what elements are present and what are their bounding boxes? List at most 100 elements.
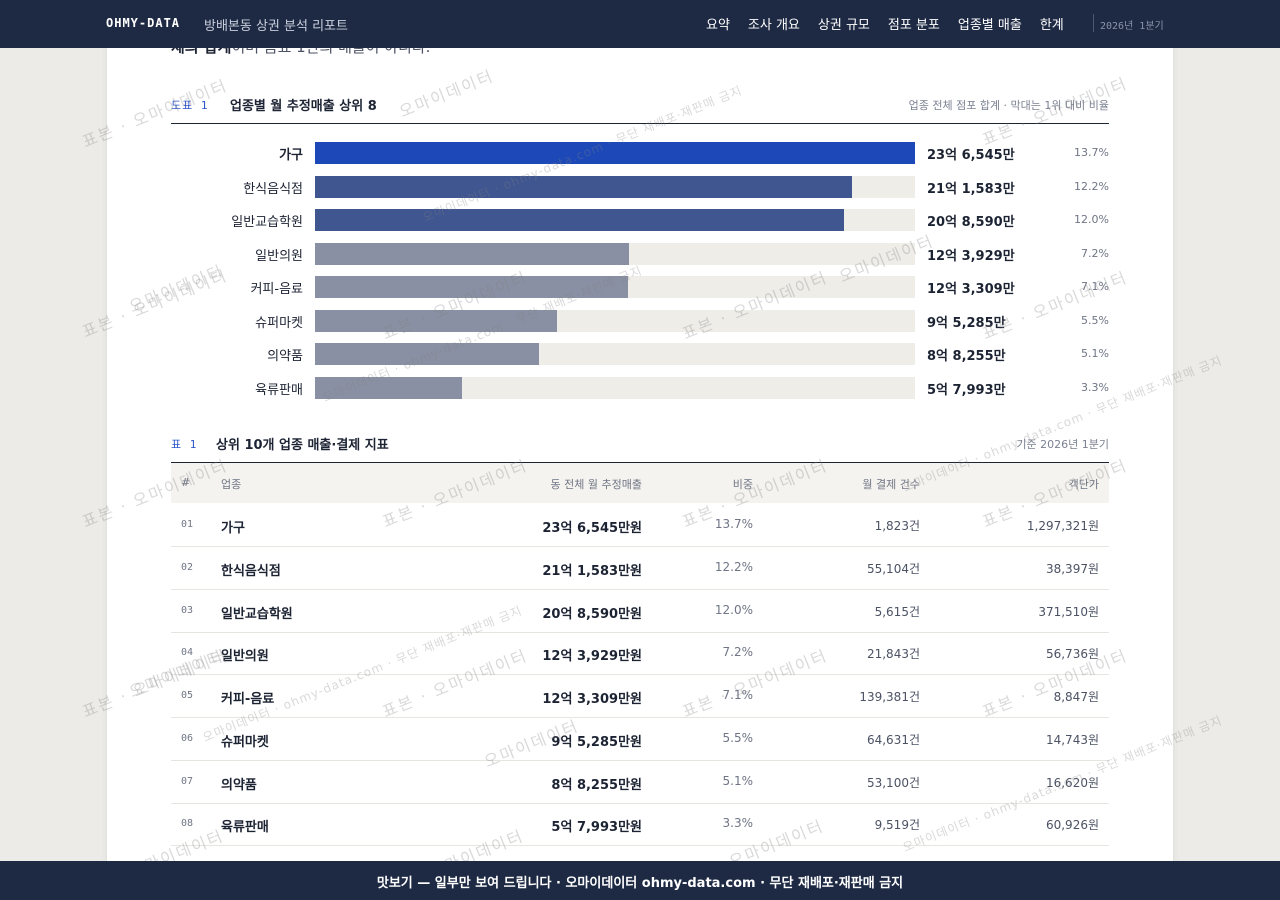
table-row[interactable]: 03 일반교습학원 20억 8,590만원 12.0% 5,615건 371,510원 — [171, 590, 1109, 633]
quarter-label: 2026년 1분기 — [1100, 21, 1164, 32]
table-row[interactable]: 05 커피-음료 12억 3,309만원 7.1% 139,381건 8,847원 — [171, 675, 1109, 718]
bar-category-label: 일반교습학원 — [231, 215, 303, 230]
bar-track — [315, 343, 915, 365]
rank-cell: 06 — [181, 733, 194, 744]
bar-track — [315, 310, 915, 332]
avg-ticket-cell: 8,847원 — [1053, 690, 1099, 704]
bar-row: 슈퍼마켓 9억 5,285만 5.5% — [171, 310, 1109, 332]
bar-track — [315, 176, 915, 198]
bar — [315, 343, 539, 365]
sales-cell: 12억 3,309만원 — [542, 692, 642, 707]
column-industry: 업종 — [221, 478, 242, 491]
bar-track — [315, 377, 915, 399]
industry-cell: 일반의원 — [221, 649, 269, 664]
rank-cell: 03 — [181, 605, 194, 616]
transactions-cell: 53,100건 — [866, 776, 920, 790]
top-nav-bar: OHMY-DATA 방배본동 상권 분석 리포트 요약 조사 개요 상권 규모 … — [0, 0, 1280, 48]
share-cell: 12.0% — [714, 603, 753, 617]
bar-row: 커피-음료 12억 3,309만 7.1% — [171, 276, 1109, 298]
table-title: 상위 10개 업종 매출·결제 지표 — [216, 438, 389, 453]
bar-row: 한식음식점 21억 1,583만 12.2% — [171, 176, 1109, 198]
bar-row: 일반교습학원 20억 8,590만 12.0% — [171, 209, 1109, 231]
brand-logo[interactable]: OHMY-DATA — [106, 16, 181, 30]
share-cell: 7.1% — [722, 688, 754, 702]
table-row[interactable]: 04 일반의원 12억 3,929만원 7.2% 21,843건 56,736원 — [171, 632, 1109, 675]
nav-item-limitations[interactable]: 한계 — [1039, 18, 1064, 33]
share-cell: 12.2% — [714, 560, 753, 574]
transactions-cell: 1,823건 — [874, 519, 920, 533]
bar-category-label: 육류판매 — [255, 383, 303, 398]
industry-cell: 커피-음료 — [221, 692, 275, 707]
nav-divider — [1093, 14, 1094, 32]
preview-banner: 맛보기 — 일부만 보여 드립니다 · 오마이데이터 ohmy-data.com… — [0, 861, 1280, 900]
table-row[interactable]: 08 육류판매 5억 7,993만원 3.3% 9,519건 60,926원 — [171, 803, 1109, 846]
rank-cell: 02 — [181, 562, 194, 573]
bar-track — [315, 243, 915, 265]
avg-ticket-cell: 56,736원 — [1045, 647, 1099, 661]
avg-ticket-cell: 60,926원 — [1045, 818, 1099, 832]
figure-number: 도표 1 — [171, 99, 209, 112]
bar — [315, 142, 915, 164]
bar — [315, 377, 463, 399]
table-number: 표 1 — [171, 438, 198, 451]
bar-category-label: 의약품 — [267, 349, 303, 364]
sales-cell: 5억 7,993만원 — [551, 820, 642, 835]
bar-value-label: 8억 8,255만 — [927, 349, 1006, 364]
bar-value-label: 12억 3,929만 — [927, 249, 1015, 264]
bar-track — [315, 209, 915, 231]
table-row[interactable]: 06 슈퍼마켓 9억 5,285만원 5.5% 64,631건 14,743원 — [171, 718, 1109, 761]
bar — [315, 209, 845, 231]
table-row[interactable]: 07 의약품 8억 8,255만원 5.1% 53,100건 16,620원 — [171, 761, 1109, 804]
table-row[interactable]: 01 가구 23억 6,545만원 13.7% 1,823건 1,297,321원 — [171, 504, 1109, 547]
bar-value-label: 23억 6,545만 — [927, 148, 1015, 163]
nav-item-sales-by-industry[interactable]: 업종별 매출 — [957, 18, 1022, 33]
share-cell: 3.3% — [722, 816, 754, 830]
bar — [315, 310, 557, 332]
bar-share-label: 7.2% — [1081, 247, 1109, 260]
report-title: 방배본동 상권 분석 리포트 — [204, 19, 348, 34]
transactions-cell: 64,631건 — [866, 733, 920, 747]
bar-share-label: 5.1% — [1081, 347, 1109, 360]
nav-item-summary[interactable]: 요약 — [706, 18, 730, 33]
bar-category-label: 한식음식점 — [243, 182, 303, 197]
bar — [315, 243, 630, 265]
bar-row: 의약품 8억 8,255만 5.1% — [171, 343, 1109, 365]
avg-ticket-cell: 38,397원 — [1045, 562, 1099, 576]
column-share: 비중 — [732, 478, 753, 491]
sales-cell: 9억 5,285만원 — [551, 735, 642, 750]
figure-note: 업종 전체 점포 합계 · 막대는 1위 대비 비율 — [908, 99, 1109, 112]
table-rule — [171, 462, 1109, 463]
nav-item-store-distribution[interactable]: 점포 분포 — [887, 18, 940, 33]
bar-category-label: 일반의원 — [255, 249, 303, 264]
bar-share-label: 12.2% — [1074, 180, 1109, 193]
bar-share-label: 3.3% — [1081, 381, 1109, 394]
nav-item-overview[interactable]: 조사 개요 — [747, 18, 800, 33]
bar — [315, 276, 628, 298]
bar-share-label: 5.5% — [1081, 314, 1109, 327]
nav-item-market-size[interactable]: 상권 규모 — [817, 18, 870, 33]
bar — [315, 176, 852, 198]
figure-title: 업종별 월 추정매출 상위 8 — [230, 99, 377, 114]
column-sales: 동 전체 월 추정매출 — [550, 478, 642, 491]
share-cell: 5.1% — [722, 774, 754, 788]
bar-share-label: 13.7% — [1074, 146, 1109, 159]
sales-cell: 12억 3,929만원 — [542, 649, 642, 664]
preview-banner-text: 맛보기 — 일부만 보여 드립니다 · 오마이데이터 ohmy-data.com… — [376, 876, 904, 891]
sales-cell: 23억 6,545만원 — [542, 521, 642, 536]
rank-cell: 08 — [181, 818, 194, 829]
sales-cell: 20억 8,590만원 — [542, 607, 642, 622]
bar-share-label: 12.0% — [1074, 213, 1109, 226]
bar-category-label: 슈퍼마켓 — [255, 316, 303, 331]
transactions-cell: 9,519건 — [874, 818, 920, 832]
bar-row: 일반의원 12억 3,929만 7.2% — [171, 243, 1109, 265]
table-row[interactable]: 02 한식음식점 21억 1,583만원 12.2% 55,104건 38,397원 — [171, 547, 1109, 590]
bar-category-label: 커피-음료 — [250, 282, 303, 297]
transactions-cell: 55,104건 — [866, 562, 920, 576]
table-note: 기준 2026년 1분기 — [1016, 438, 1109, 451]
column-avg-ticket: 객단가 — [1068, 478, 1099, 491]
avg-ticket-cell: 371,510원 — [1038, 605, 1099, 619]
sales-cell: 8억 8,255만원 — [551, 778, 642, 793]
bar-row: 가구 23억 6,545만 13.7% — [171, 142, 1109, 164]
share-cell: 5.5% — [722, 731, 754, 745]
industry-cell: 한식음식점 — [221, 564, 281, 579]
